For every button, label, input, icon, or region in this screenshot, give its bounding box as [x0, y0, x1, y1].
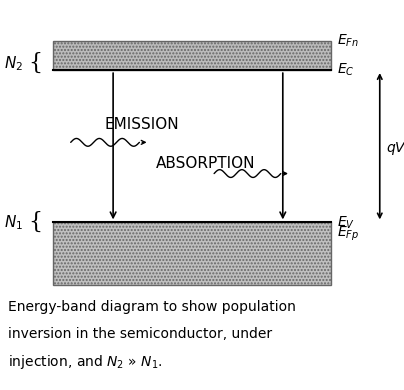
- Text: $N_2$: $N_2$: [4, 54, 23, 73]
- Bar: [53, 41, 331, 70]
- Text: $E_C$: $E_C$: [337, 62, 355, 78]
- Text: inversion in the semiconductor, under: inversion in the semiconductor, under: [8, 327, 272, 341]
- Bar: [53, 222, 331, 285]
- Text: injection, and $N_2$ » $N_1$.: injection, and $N_2$ » $N_1$.: [8, 353, 163, 371]
- Text: $qV_f$: $qV_f$: [386, 140, 404, 157]
- Text: {: {: [28, 52, 42, 74]
- Text: Energy-band diagram to show population: Energy-band diagram to show population: [8, 300, 296, 314]
- Text: ABSORPTION: ABSORPTION: [156, 156, 256, 171]
- Text: $E_V$: $E_V$: [337, 214, 356, 230]
- Text: $E_{Fp}$: $E_{Fp}$: [337, 225, 360, 243]
- Text: EMISSION: EMISSION: [104, 117, 179, 132]
- Text: {: {: [28, 211, 42, 233]
- Text: $E_{Fn}$: $E_{Fn}$: [337, 33, 359, 49]
- Bar: [53, 41, 331, 70]
- Bar: [53, 222, 331, 285]
- Text: $N_1$: $N_1$: [4, 213, 23, 232]
